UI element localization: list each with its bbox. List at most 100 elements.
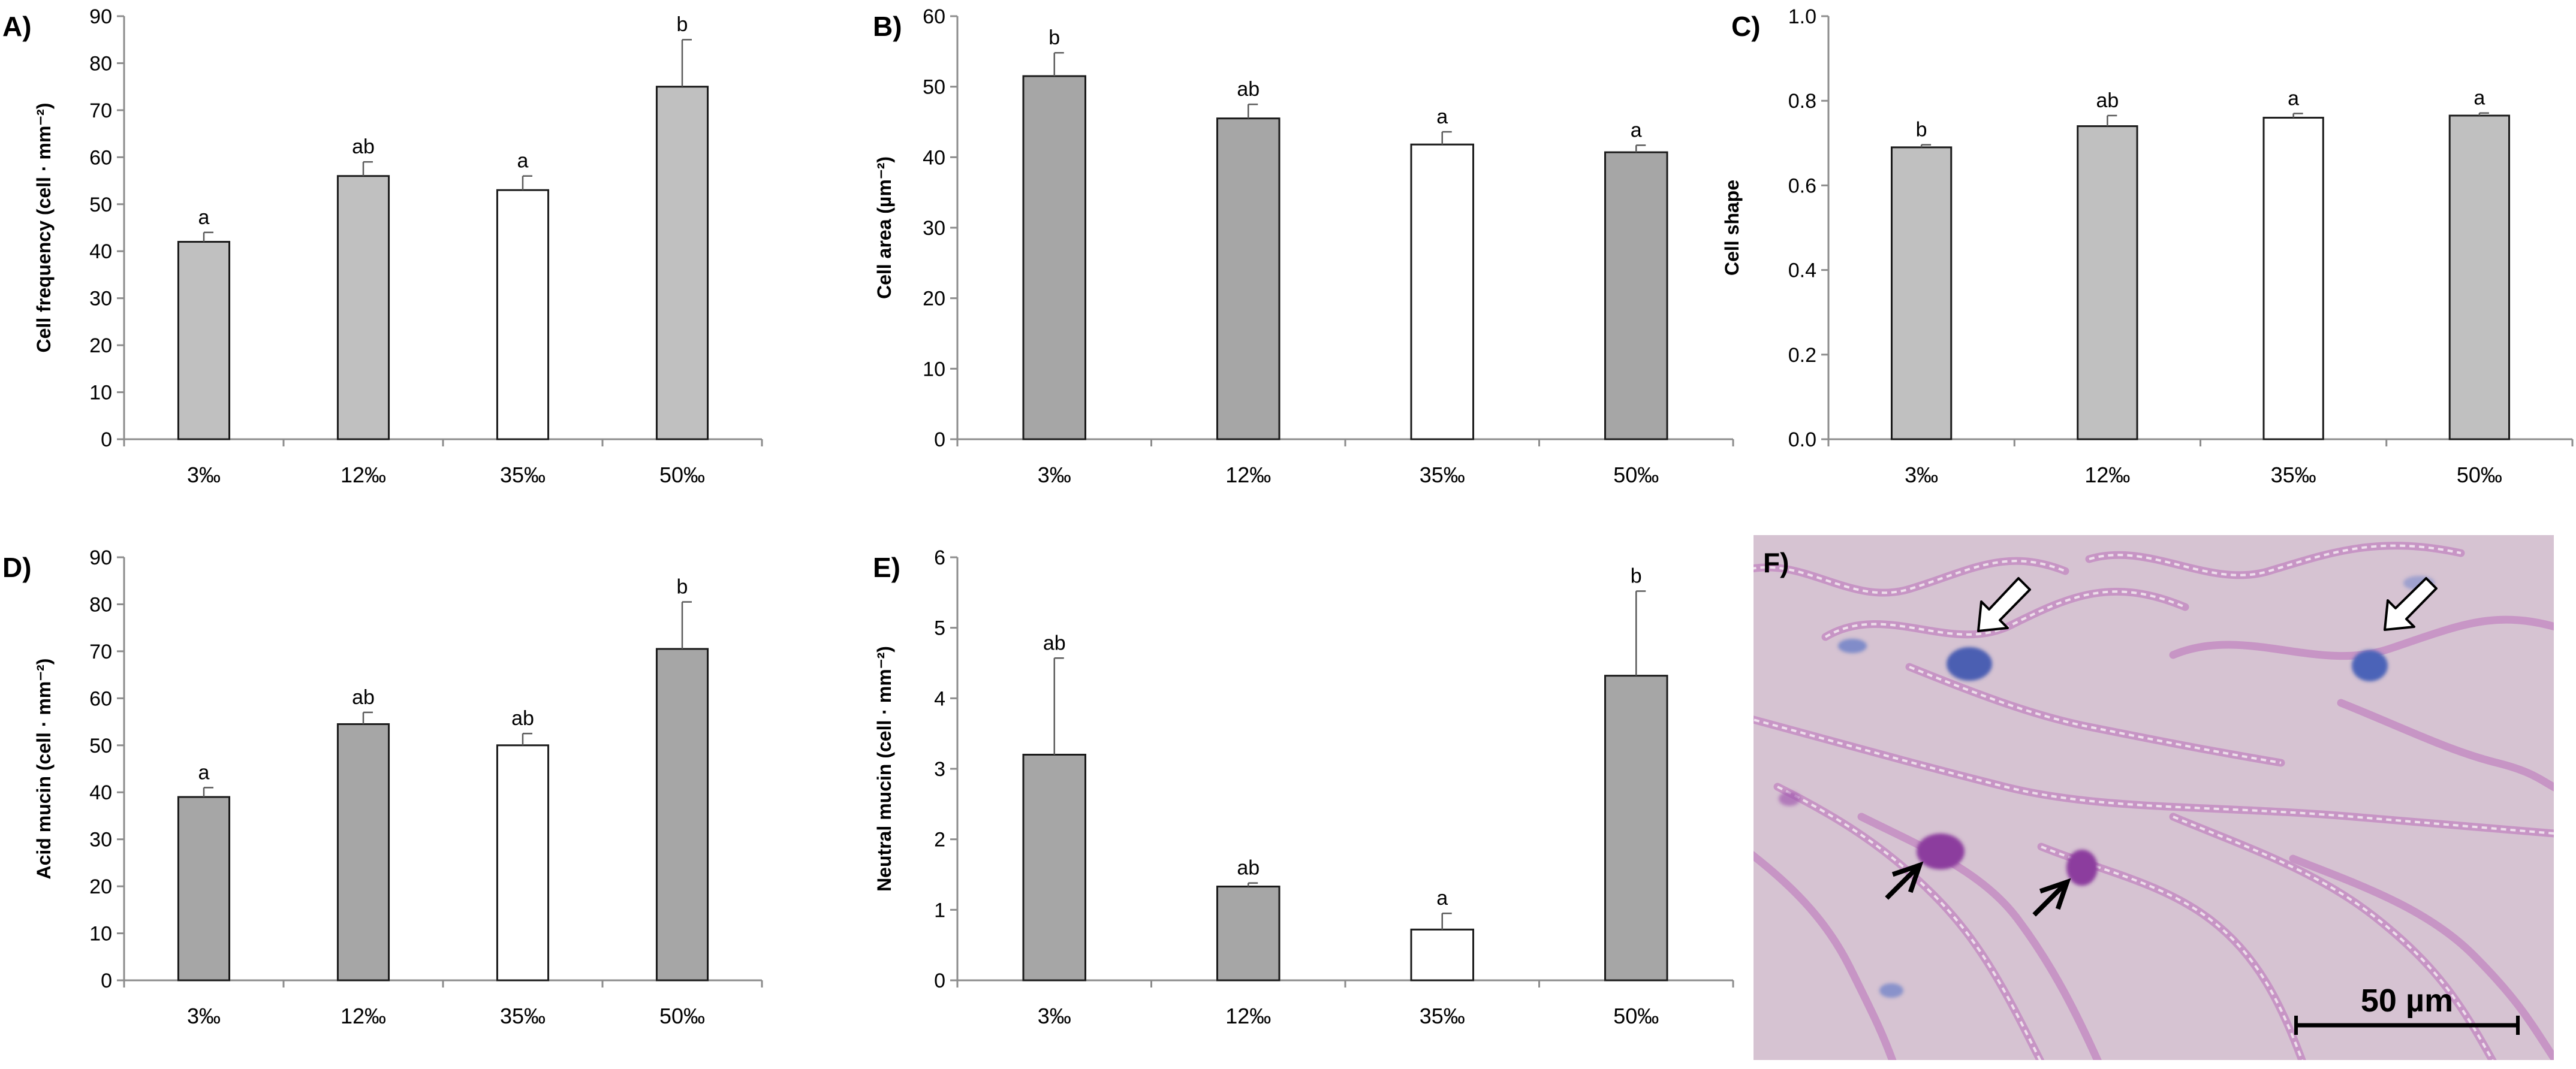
bar <box>2077 125 2138 440</box>
y-tick-label: 20 <box>89 334 112 357</box>
white-arrow-icon <box>1977 577 2031 632</box>
significance-letter: a <box>517 150 529 173</box>
y-tick-label: 10 <box>89 923 112 946</box>
significance-letter: a <box>2288 87 2299 110</box>
y-tick-label: 0 <box>101 428 112 451</box>
micrograph-image: F) 50 µm <box>1754 535 2554 1060</box>
significance-letter: a <box>1436 105 1448 128</box>
y-tick-label: 90 <box>89 546 112 569</box>
y-tick-label: 50 <box>89 194 112 216</box>
y-tick-label: 60 <box>89 146 112 169</box>
bar <box>1022 75 1087 440</box>
micrograph-panel-f: F) 50 µm <box>1754 535 2554 1060</box>
y-axis-label: Neutral mucin (cell · mm⁻²) <box>873 646 895 892</box>
significance-letter: b <box>677 13 688 36</box>
y-tick-label: 1 <box>934 899 945 922</box>
y-tick-label: 80 <box>89 52 112 75</box>
black-arrow-icon <box>1885 861 1924 900</box>
significance-letter: a <box>198 206 210 229</box>
bar <box>1890 146 1953 440</box>
y-tick-label: 0.8 <box>1788 90 1816 113</box>
x-tick-label: 12‰ <box>341 463 386 487</box>
bar <box>2262 116 2324 440</box>
significance-letter: a <box>2473 87 2485 110</box>
y-tick-label: 10 <box>89 382 112 404</box>
x-tick-label: 35‰ <box>500 1004 546 1028</box>
panel-label: F) <box>1763 547 1789 578</box>
y-tick-label: 0 <box>101 970 112 992</box>
bar <box>1410 928 1475 982</box>
y-tick-label: 0 <box>934 970 945 992</box>
x-tick-label: 3‰ <box>1038 1004 1071 1028</box>
panel-a-cell-frequency-chart: A) Cell frequency (cell · mm⁻²) 0 10 20 30 40 5… <box>2 5 763 487</box>
bar <box>1216 117 1281 440</box>
y-tick-label: 30 <box>89 829 112 851</box>
panel-label: A) <box>2 11 32 42</box>
panel-label: B) <box>873 11 902 42</box>
significance-letter: ab <box>1237 78 1260 101</box>
y-axis-label: Cell area (µm⁻²) <box>873 156 895 299</box>
x-tick-label: 3‰ <box>187 1004 221 1028</box>
x-tick-label: 35‰ <box>500 463 546 487</box>
x-tick-label: 50‰ <box>1613 1004 1659 1028</box>
y-tick-label: 20 <box>89 875 112 898</box>
x-tick-label: 50‰ <box>2457 463 2502 487</box>
x-tick-label: 50‰ <box>1613 463 1659 487</box>
bar <box>496 189 550 440</box>
bar <box>1216 886 1281 982</box>
significance-letter: a <box>1436 887 1448 910</box>
bar <box>655 648 709 982</box>
bar <box>177 241 231 440</box>
y-tick-label: 3 <box>934 758 945 781</box>
panel-label: E) <box>873 552 900 583</box>
y-tick-label: 60 <box>923 5 945 28</box>
x-tick-label: 3‰ <box>1905 463 1938 487</box>
y-tick-label: 6 <box>934 546 945 569</box>
panel-label: D) <box>2 552 32 583</box>
x-tick-label: 35‰ <box>1420 463 1465 487</box>
x-tick-label: 50‰ <box>659 463 705 487</box>
black-arrow-icon <box>2032 878 2071 917</box>
bar <box>177 796 231 982</box>
significance-letter: ab <box>1237 857 1260 880</box>
x-tick-label: 3‰ <box>1038 463 1071 487</box>
y-tick-label: 0 <box>934 428 945 451</box>
panel-c-cell-shape-chart: C) Cell shape 0.0 0.2 0.4 0.6 0.8 1.0 b 3‰ ab 12‰ a 3… <box>1721 5 2574 487</box>
y-tick-label: 70 <box>89 99 112 122</box>
y-axis-label: Cell shape <box>1721 180 1743 276</box>
significance-letter: ab <box>352 686 375 709</box>
bar <box>336 175 390 440</box>
y-tick-label: 4 <box>934 687 945 710</box>
bar <box>655 86 709 440</box>
blue-stained-cells <box>1838 576 2435 998</box>
x-tick-label: 35‰ <box>2271 463 2316 487</box>
white-arrow-icon <box>2384 577 2438 631</box>
bar <box>2448 114 2511 440</box>
y-tick-label: 90 <box>89 5 112 28</box>
y-tick-label: 20 <box>923 288 945 310</box>
y-tick-label: 40 <box>89 240 112 263</box>
significance-letter: a <box>1631 119 1642 141</box>
significance-letter: ab <box>511 707 534 730</box>
significance-letter: b <box>1049 26 1060 49</box>
y-tick-label: 0.0 <box>1788 428 1816 451</box>
significance-letter: a <box>198 761 210 784</box>
magenta-stained-cells <box>1779 792 2098 886</box>
y-axis-label: Acid mucin (cell · mm⁻²) <box>33 659 55 880</box>
x-tick-label: 12‰ <box>341 1004 386 1028</box>
scale-bar: 50 µm <box>2294 983 2520 1035</box>
y-tick-label: 1.0 <box>1788 5 1816 28</box>
x-tick-label: 50‰ <box>659 1004 705 1028</box>
y-tick-label: 10 <box>923 358 945 381</box>
bar <box>1022 753 1087 982</box>
panel-d-acid-mucin-chart: D) Acid mucin (cell · mm⁻²) 0 10 20 30 40 50 60 7… <box>2 546 763 1028</box>
x-tick-label: 12‰ <box>1225 1004 1271 1028</box>
y-tick-label: 50 <box>923 76 945 99</box>
significance-letter: ab <box>352 135 375 158</box>
significance-letter: b <box>1916 119 1927 141</box>
y-tick-label: 60 <box>89 687 112 710</box>
scale-bar-label: 50 µm <box>2361 983 2453 1019</box>
y-tick-label: 30 <box>89 288 112 310</box>
y-tick-label: 5 <box>934 617 945 640</box>
